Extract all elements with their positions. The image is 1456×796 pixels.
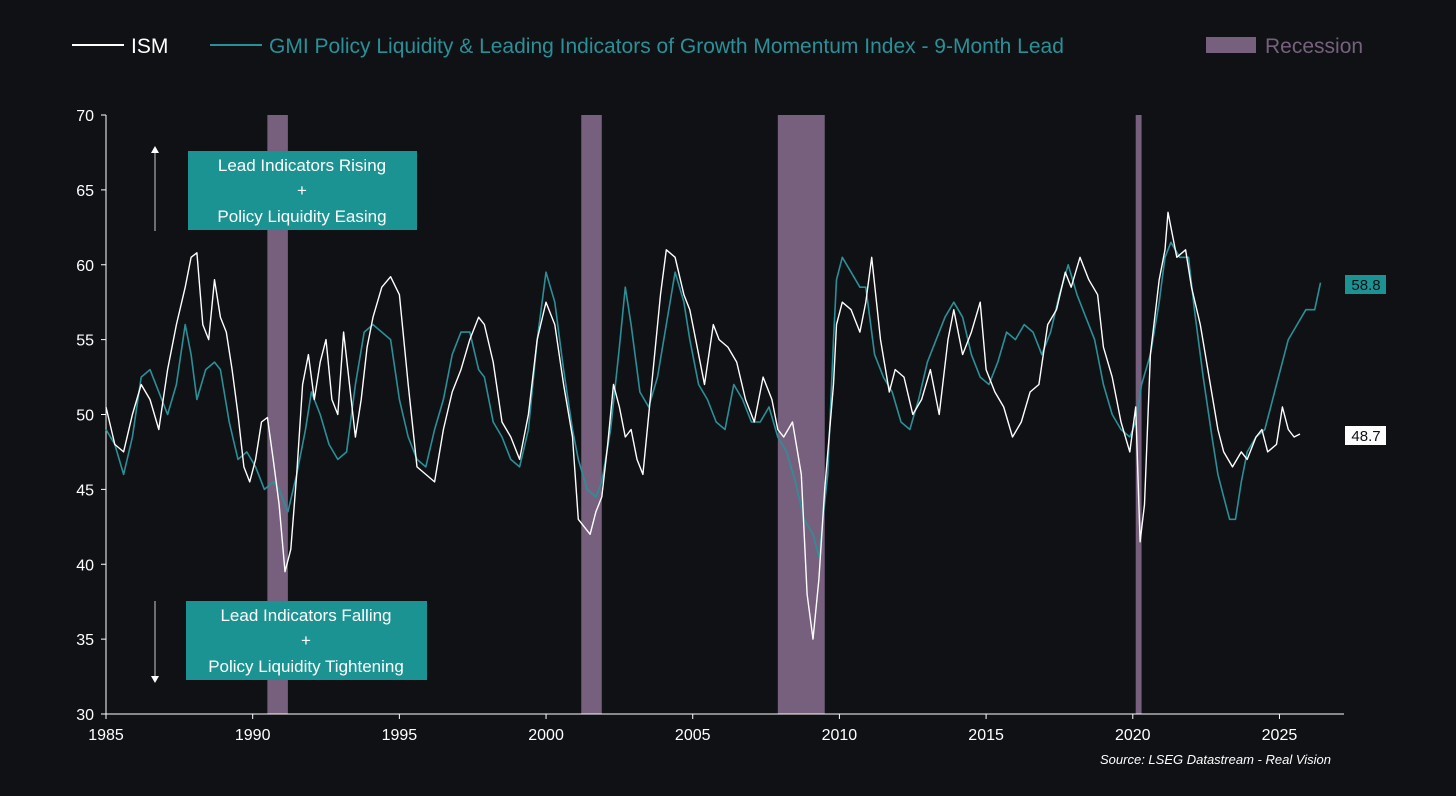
y-tick-label: 35 bbox=[76, 632, 94, 649]
recession-band-2 bbox=[581, 115, 602, 714]
y-tick-label: 70 bbox=[76, 108, 94, 125]
x-tick-label: 1995 bbox=[382, 727, 418, 744]
annotation-rising-line1: Lead Indicators Rising bbox=[218, 156, 386, 175]
annotation-rising-line2: + bbox=[297, 181, 307, 200]
legend-gmi-label: GMI Policy Liquidity & Leading Indicator… bbox=[269, 35, 1064, 58]
legend-ism-label: ISM bbox=[131, 35, 168, 58]
legend: ISM GMI Policy Liquidity & Leading Indic… bbox=[72, 35, 1363, 58]
recession-layer bbox=[267, 115, 1142, 714]
y-tick-label: 55 bbox=[76, 333, 94, 350]
x-tick-label: 2000 bbox=[528, 727, 564, 744]
end-label-ism-value: 48.7 bbox=[1351, 428, 1380, 445]
y-axis-ticks: 30 35 40 45 50 55 60 65 70 bbox=[76, 108, 106, 724]
legend-recession-swatch bbox=[1206, 37, 1256, 53]
x-tick-label: 2010 bbox=[822, 727, 858, 744]
annotation-falling-line3: Policy Liquidity Tightening bbox=[208, 657, 404, 676]
recession-band-3 bbox=[777, 115, 825, 714]
x-tick-label: 2020 bbox=[1115, 727, 1151, 744]
recession-band-4 bbox=[1135, 115, 1142, 714]
legend-recession-label: Recession bbox=[1265, 35, 1363, 58]
end-label-gmi: 58.8 bbox=[1345, 275, 1386, 294]
end-label-gmi-box bbox=[1345, 275, 1386, 294]
source-note: Source: LSEG Datastream - Real Vision bbox=[1100, 752, 1331, 767]
end-label-ism-box bbox=[1345, 426, 1386, 445]
x-tick-label: 1990 bbox=[235, 727, 271, 744]
end-label-gmi-value: 58.8 bbox=[1351, 277, 1380, 294]
recession-band-1 bbox=[267, 115, 288, 714]
y-tick-label: 50 bbox=[76, 408, 94, 425]
annotation-falling: Lead Indicators Falling + Policy Liquidi… bbox=[151, 601, 427, 683]
arrow-down-icon bbox=[151, 676, 159, 683]
x-tick-label: 1985 bbox=[88, 727, 124, 744]
y-tick-label: 30 bbox=[76, 707, 94, 724]
arrow-up-icon bbox=[151, 146, 159, 153]
y-tick-label: 60 bbox=[76, 258, 94, 275]
annotation-rising-line3: Policy Liquidity Easing bbox=[217, 207, 386, 226]
x-axis-ticks: 1985 1990 1995 2000 2005 2010 2015 2020 2025 bbox=[88, 714, 1297, 744]
annotation-rising-box bbox=[188, 151, 417, 230]
end-label-ism: 48.7 bbox=[1345, 426, 1386, 445]
y-tick-label: 65 bbox=[76, 183, 94, 200]
x-tick-label: 2025 bbox=[1262, 727, 1298, 744]
series-gmi-line bbox=[105, 241, 1322, 558]
annotation-falling-box bbox=[186, 601, 427, 680]
x-tick-label: 2015 bbox=[968, 727, 1004, 744]
annotation-rising: Lead Indicators Rising + Policy Liquidit… bbox=[151, 146, 417, 231]
y-tick-label: 40 bbox=[76, 557, 94, 574]
y-tick-label: 45 bbox=[76, 482, 94, 499]
annotation-falling-line2: + bbox=[301, 631, 311, 650]
annotation-falling-line1: Lead Indicators Falling bbox=[220, 606, 391, 625]
x-tick-label: 2005 bbox=[675, 727, 711, 744]
series-ism-line bbox=[105, 211, 1301, 640]
